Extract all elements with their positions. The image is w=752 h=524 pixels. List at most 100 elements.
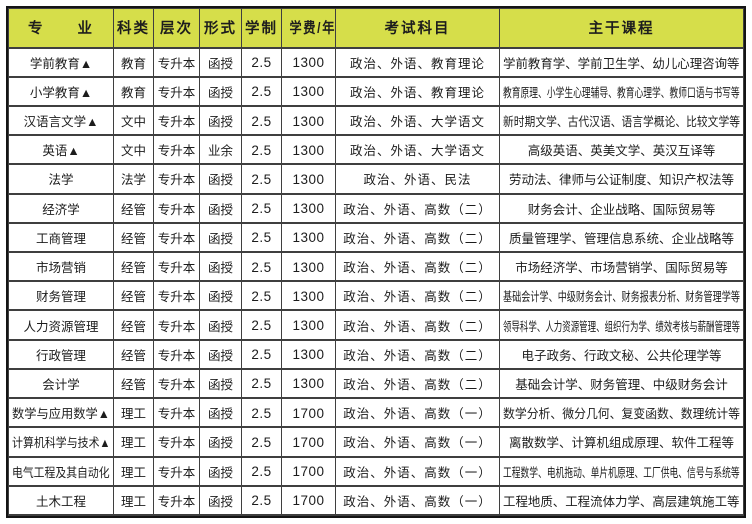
header-tuition: 学费/年 <box>281 8 336 49</box>
cell-category: 文中 <box>113 134 154 166</box>
admissions-table-container: 专 业 科类 层次 形式 学制 学费/年 考试科目 主干课程 学前教育▲ 教育 专升… <box>6 6 746 518</box>
cell-exams: 政治、外语、高数（一） <box>335 485 500 517</box>
cell-major: 财务管理 <box>8 280 114 312</box>
header-major: 专 业 <box>8 8 114 49</box>
cell-exams: 政治、外语、高数（一） <box>335 456 500 487</box>
cell-level: 专升本 <box>153 76 200 107</box>
table-row: 经济学 经管 专升本 函授 2.5 1300 政治、外语、高数（二） 财务会计、企业战略、国际… <box>8 193 744 224</box>
header-main-courses: 主干课程 <box>499 8 744 49</box>
cell-courses: 离散数学、计算机组成原理、软件工程等 <box>499 426 744 458</box>
cell-major: 计算机科学与技术▲ <box>8 426 114 458</box>
cell-level: 专升本 <box>153 193 200 224</box>
cell-level: 专升本 <box>153 368 200 400</box>
cell-form: 函授 <box>199 368 242 400</box>
cell-major: 电气工程及其自动化 <box>8 456 114 487</box>
cell-exams: 政治、外语、大学语文 <box>335 134 500 166</box>
header-exam-subjects: 考试科目 <box>335 8 500 49</box>
cell-exams: 政治、外语、高数（二） <box>335 280 500 312</box>
cell-tuition: 1300 <box>281 163 336 195</box>
cell-duration: 2.5 <box>241 46 282 78</box>
cell-category: 文中 <box>113 105 154 137</box>
cell-major: 法学 <box>8 163 114 195</box>
cell-level: 专升本 <box>153 426 200 458</box>
cell-exams: 政治、外语、民法 <box>335 163 500 195</box>
cell-tuition: 1700 <box>281 485 336 517</box>
cell-tuition: 1700 <box>281 456 336 487</box>
cell-duration: 2.5 <box>241 105 282 137</box>
cell-major: 工商管理 <box>8 222 114 254</box>
cell-category: 教育 <box>113 76 154 107</box>
cell-form: 函授 <box>199 251 242 283</box>
cell-exams: 政治、外语、大学语文 <box>335 105 500 137</box>
cell-exams: 政治、外语、高数（一） <box>335 397 500 429</box>
cell-major: 市场营销 <box>8 251 114 283</box>
header-category: 科类 <box>113 8 154 49</box>
cell-category: 经管 <box>113 222 154 254</box>
table-row: 工商管理 经管 专升本 函授 2.5 1300 政治、外语、高数（二） 质量管理学、管理信息系… <box>8 222 744 254</box>
cell-courses: 领导科学、人力资源管理、组织行为学、绩效考核与薪酬管理等 <box>499 309 744 341</box>
cell-duration: 2.5 <box>241 426 282 458</box>
cell-major: 数学与应用数学▲ <box>8 397 114 429</box>
cell-form: 函授 <box>199 105 242 137</box>
cell-major: 土木工程 <box>8 485 114 517</box>
cell-exams: 政治、外语、高数（二） <box>335 222 500 254</box>
cell-major: 汉语言文学▲ <box>8 105 114 137</box>
cell-tuition: 1300 <box>281 280 336 312</box>
cell-level: 专升本 <box>153 456 200 487</box>
cell-courses: 数学分析、微分几何、复变函数、数理统计等 <box>499 397 744 429</box>
table-row: 电气工程及其自动化 理工 专升本 函授 2.5 1700 政治、外语、高数（一） 工程数学、电… <box>8 456 744 487</box>
cell-courses: 教育原理、小学生心理辅导、教育心理学、教师口语与书写等 <box>499 76 744 107</box>
cell-category: 教育 <box>113 46 154 78</box>
cell-exams: 政治、外语、教育理论 <box>335 46 500 78</box>
cell-courses: 基础会计学、财务管理、中级财务会计 <box>499 368 744 400</box>
cell-courses: 高级英语、英美文学、英汉互译等 <box>499 134 744 166</box>
header-duration: 学制 <box>241 8 282 49</box>
table-row: 财务管理 经管 专升本 函授 2.5 1300 政治、外语、高数（二） 基础会计学、中级财务会… <box>8 280 744 312</box>
cell-form: 函授 <box>199 309 242 341</box>
table-row: 英语▲ 文中 专升本 业余 2.5 1300 政治、外语、大学语文 高级英语、英美文学、英汉互… <box>8 134 744 166</box>
cell-major: 行政管理 <box>8 339 114 370</box>
cell-major: 学前教育▲ <box>8 46 114 78</box>
cell-courses: 质量管理学、管理信息系统、企业战略等 <box>499 222 744 254</box>
cell-category: 经管 <box>113 339 154 370</box>
cell-category: 经管 <box>113 280 154 312</box>
cell-tuition: 1700 <box>281 397 336 429</box>
cell-duration: 2.5 <box>241 251 282 283</box>
cell-exams: 政治、外语、高数（二） <box>335 368 500 400</box>
cell-major: 小学教育▲ <box>8 76 114 107</box>
cell-tuition: 1300 <box>281 222 336 254</box>
table-row: 汉语言文学▲ 文中 专升本 函授 2.5 1300 政治、外语、大学语文 新时期文学、古代汉语… <box>8 105 744 137</box>
cell-tuition: 1300 <box>281 193 336 224</box>
cell-form: 函授 <box>199 76 242 107</box>
cell-category: 经管 <box>113 251 154 283</box>
cell-major: 英语▲ <box>8 134 114 166</box>
cell-category: 法学 <box>113 163 154 195</box>
cell-category: 经管 <box>113 368 154 400</box>
table-row: 会计学 经管 专升本 函授 2.5 1300 政治、外语、高数（二） 基础会计学、财务管理、中… <box>8 368 744 400</box>
cell-exams: 政治、外语、高数（二） <box>335 339 500 370</box>
cell-level: 专升本 <box>153 134 200 166</box>
cell-tuition: 1300 <box>281 46 336 78</box>
cell-duration: 2.5 <box>241 76 282 107</box>
table-row: 市场营销 经管 专升本 函授 2.5 1300 政治、外语、高数（二） 市场经济学、市场营销学… <box>8 251 744 283</box>
cell-courses: 市场经济学、市场营销学、国际贸易等 <box>499 251 744 283</box>
cell-duration: 2.5 <box>241 222 282 254</box>
cell-form: 函授 <box>199 485 242 517</box>
table-row: 计算机科学与技术▲ 理工 专升本 函授 2.5 1700 政治、外语、高数（一） 离散数学、计… <box>8 426 744 458</box>
cell-tuition: 1700 <box>281 426 336 458</box>
cell-duration: 2.5 <box>241 456 282 487</box>
cell-form: 函授 <box>199 163 242 195</box>
cell-form: 函授 <box>199 339 242 370</box>
admissions-table: 专 业 科类 层次 形式 学制 学费/年 考试科目 主干课程 学前教育▲ 教育 专升… <box>8 8 744 517</box>
header-level: 层次 <box>153 8 200 49</box>
cell-category: 理工 <box>113 397 154 429</box>
cell-exams: 政治、外语、高数（一） <box>335 426 500 458</box>
cell-tuition: 1300 <box>281 309 336 341</box>
cell-form: 业余 <box>199 134 242 166</box>
cell-duration: 2.5 <box>241 280 282 312</box>
cell-tuition: 1300 <box>281 105 336 137</box>
cell-level: 专升本 <box>153 251 200 283</box>
table-row: 行政管理 经管 专升本 函授 2.5 1300 政治、外语、高数（二） 电子政务、行政文秘、公… <box>8 339 744 370</box>
header-row: 专 业 科类 层次 形式 学制 学费/年 考试科目 主干课程 <box>8 8 744 49</box>
cell-level: 专升本 <box>153 46 200 78</box>
